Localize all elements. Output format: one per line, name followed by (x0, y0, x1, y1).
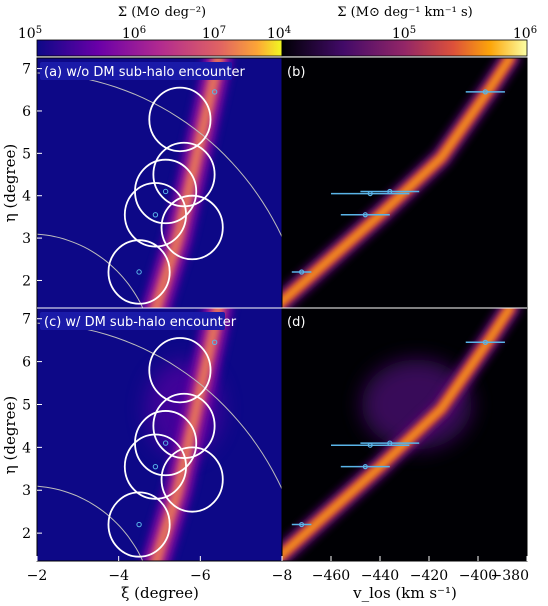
y-tick-label-a-2: 4 (22, 189, 31, 205)
arc-0 (37, 485, 144, 561)
panel-d-plot (282, 308, 521, 561)
colorbar-right-tick-0: 104 (267, 25, 291, 43)
field-circle-4 (148, 337, 212, 404)
colorbar-right-bar (281, 39, 528, 57)
x-tick-label-d-3: −400 (459, 568, 497, 584)
field-circle-4 (148, 86, 212, 153)
data-point-0 (299, 521, 305, 528)
panel-c-title: (c) w/ DM sub-halo encounter (44, 315, 237, 330)
y-tick-label-a-1: 3 (22, 231, 31, 247)
y-tick-label-a-4: 6 (22, 104, 31, 120)
field-circle-5 (160, 194, 224, 261)
arc-0 (37, 233, 144, 308)
panel-b-title: (b) (287, 65, 305, 80)
axes: 2 3 4 5 6 7 2 3 4 5 6 7 −2 −4 −6 −8 −460 −440 −420 −400−380 (22, 62, 529, 584)
colorbar-left-tick-0: 105 (18, 25, 42, 43)
data-point-3 (387, 440, 393, 446)
data-point-0 (299, 269, 305, 275)
y-tick-label-a-3: 5 (22, 146, 31, 162)
x-tick-label-d-0: −460 (312, 568, 350, 584)
perturbation-cloud (361, 359, 472, 450)
field-circle-2 (134, 410, 198, 477)
panel-b-plot (282, 58, 521, 308)
field-circle-0 (107, 491, 171, 558)
stream-spine (282, 308, 512, 557)
stream-spine (282, 58, 512, 304)
x-tick-label-d-2: −420 (410, 568, 448, 584)
x-tick-label-c-3: −8 (272, 568, 293, 584)
star-marker-0 (136, 521, 142, 528)
field-circle-3 (152, 141, 216, 208)
x-axis-label-right: v_los (km s⁻¹) (352, 584, 457, 602)
panel-c-label: (c) w/ DM sub-halo encounter (40, 312, 237, 330)
colorbar-right-tick-1: 105 (392, 25, 416, 43)
panel-a-label: (a) w/o DM sub-halo encounter (40, 62, 245, 80)
x-tick-label-d-1: −440 (361, 568, 399, 584)
y-tick-label-a-5: 7 (22, 62, 31, 78)
y-tick-label-a-0: 2 (22, 273, 31, 289)
arc-1 (37, 322, 282, 491)
data-point-4 (482, 89, 488, 95)
field-circle-5 (160, 446, 224, 513)
y-tick-label-c-1: 3 (22, 483, 31, 499)
y-tick-label-c-5: 7 (22, 312, 31, 328)
y-axis-label-bottom: η (degree) (1, 396, 19, 474)
colorbar-right: Σ (M⊙ deg⁻¹ km⁻¹ s) 104 105 106 (267, 5, 537, 57)
field-circle-3 (152, 392, 216, 459)
data-point-1 (362, 212, 368, 218)
star-marker-1 (152, 212, 159, 218)
star-marker-0 (136, 269, 142, 275)
colorbar-left-bar (36, 39, 283, 57)
colorbar-left-label: Σ (M⊙ deg⁻²) (118, 5, 206, 20)
data-point-4 (482, 339, 488, 345)
y-axis-label-top: η (degree) (1, 144, 19, 222)
y-tick-label-c-3: 5 (22, 397, 31, 413)
star-marker-2 (162, 440, 169, 446)
star-marker-3 (211, 339, 218, 346)
colorbar-left: Σ (M⊙ deg⁻²) 105 106 107 (18, 5, 283, 57)
y-tick-label-c-0: 2 (22, 526, 31, 542)
star-marker-2 (162, 188, 169, 195)
panel-d-title: (d) (287, 315, 305, 330)
field-circle-2 (134, 158, 198, 225)
star-marker-3 (211, 89, 218, 95)
panel-a-title: (a) w/o DM sub-halo encounter (44, 65, 245, 80)
arc-1 (37, 72, 282, 239)
data-point-1 (362, 464, 368, 470)
colorbar-left-tick-2: 107 (202, 25, 226, 43)
x-axis-label-left: ξ (degree) (121, 584, 199, 602)
y-tick-label-c-4: 6 (22, 355, 31, 371)
colorbar-right-label: Σ (M⊙ deg⁻¹ km⁻¹ s) (337, 5, 472, 20)
x-tick-label-c-0: −2 (27, 568, 48, 584)
x-tick-label-d-4: −380 (491, 568, 529, 584)
y-tick-label-c-2: 4 (22, 440, 31, 456)
x-tick-label-c-2: −6 (190, 568, 211, 584)
colorbar-left-tick-1: 106 (122, 25, 146, 43)
x-tick-label-c-1: −4 (108, 568, 129, 584)
star-marker-1 (152, 463, 159, 470)
field-circle-0 (107, 239, 171, 305)
colorbar-right-tick-2: 106 (513, 25, 537, 43)
data-point-3 (387, 188, 393, 195)
